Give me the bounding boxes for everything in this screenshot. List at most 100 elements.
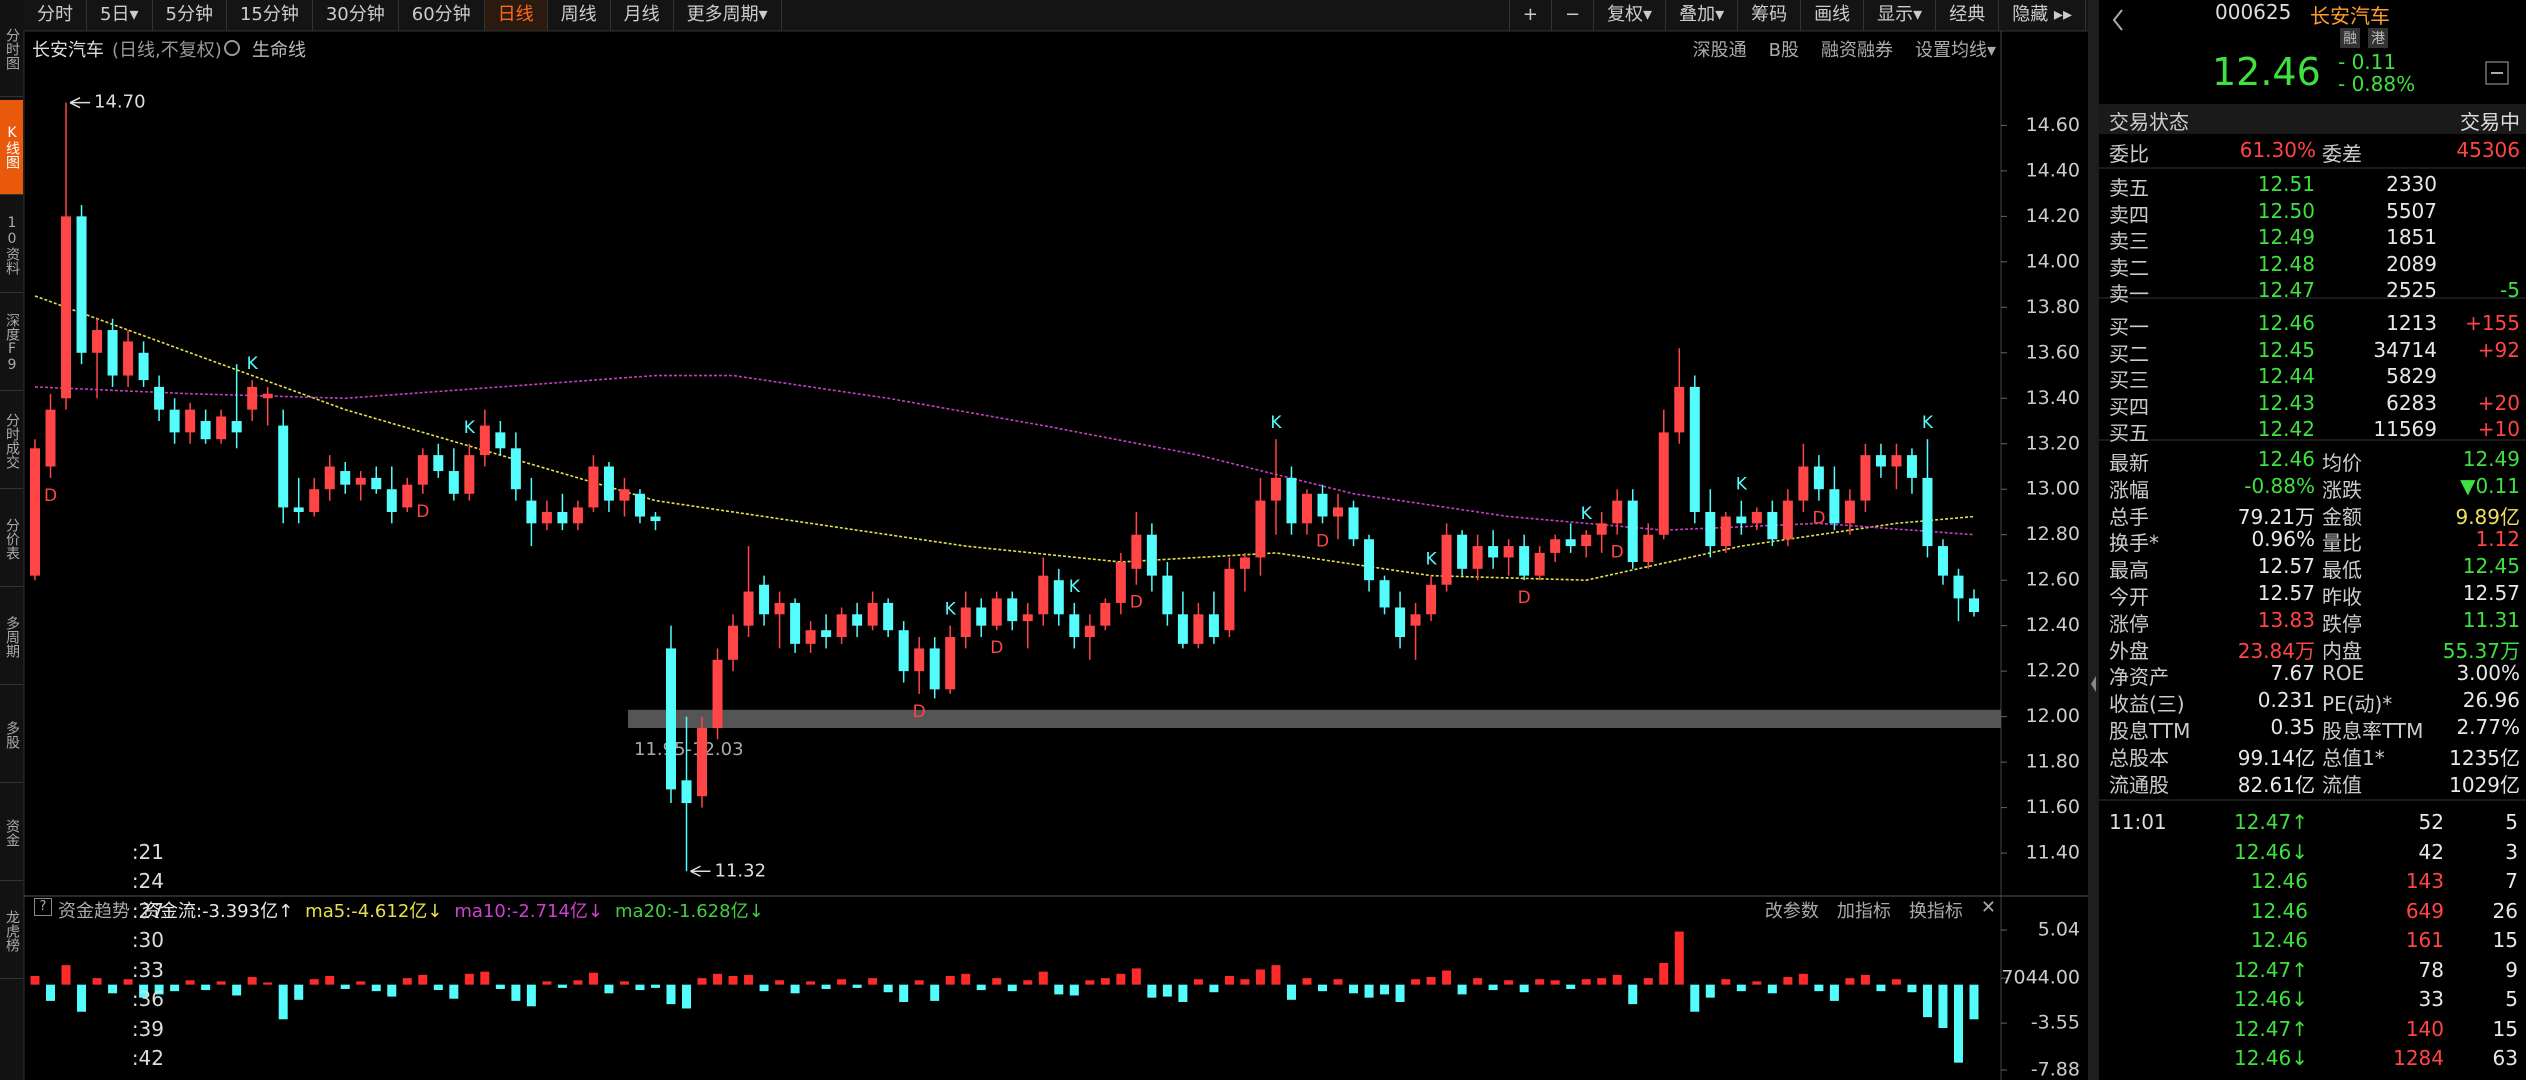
stat-label: 净资产 [2109, 665, 2169, 690]
tool-button[interactable]: + [1510, 0, 1552, 30]
support-band [628, 709, 2001, 728]
flow-bar [1147, 984, 1157, 998]
candle-body [433, 455, 444, 472]
annotation-arrow [69, 96, 91, 109]
trade-price: 12.47↑ [2233, 810, 2308, 834]
period-button[interactable]: 分时 [24, 0, 87, 30]
help-icon[interactable]: ? [34, 898, 52, 916]
period-button[interactable]: 日线 [484, 0, 548, 30]
tool-button[interactable]: 筹码 [1738, 0, 1802, 30]
sidebar-tab[interactable]: 分时图 [0, 2, 23, 97]
trade-count: 5 [2505, 810, 2518, 834]
tool-button[interactable]: 叠加▾ [1666, 0, 1739, 30]
flow-bar [325, 975, 335, 985]
book-price: 12.42 [2257, 417, 2315, 442]
stat-label: 流通股 [2109, 772, 2169, 797]
book-price: 12.46 [2257, 311, 2315, 335]
period-button[interactable]: 60分钟 [399, 0, 485, 30]
book-price: 12.48 [2257, 251, 2315, 276]
candle-body [1720, 516, 1731, 547]
tool-button[interactable]: − [1552, 0, 1595, 30]
trade-time: 11:01 [2109, 810, 2167, 834]
stat-label: 今开 [2109, 585, 2149, 609]
flow-bar [418, 974, 428, 985]
candle-body [340, 471, 351, 485]
sidebar-tab[interactable]: 10资料 [0, 198, 23, 293]
tool-button[interactable]: 隐藏 ▸▸ [1999, 0, 2086, 30]
y-tick-label: 12.80 [2026, 523, 2080, 545]
period-button[interactable]: 月线 [611, 0, 674, 30]
flow-bar [495, 984, 505, 989]
tool-button[interactable]: 经典 [1936, 0, 2000, 30]
sidebar-tab[interactable]: 深度F9 [0, 296, 23, 391]
period-button[interactable]: 30分钟 [313, 0, 399, 30]
status-bg [2099, 104, 2526, 134]
candle-body [495, 432, 506, 449]
flow-bar [1504, 980, 1514, 985]
stat-label: 均价 [2322, 451, 2362, 475]
flow-bar [294, 984, 304, 1000]
book-change: +10 [2477, 417, 2520, 442]
candle-body [914, 648, 925, 672]
flow-bar [278, 984, 288, 1020]
candle-body [1224, 568, 1235, 631]
indicator-button[interactable]: 改参数 [1764, 901, 1819, 922]
book-volume: 2089 [2386, 251, 2437, 276]
trade-count: 7 [2505, 869, 2518, 893]
book-level: 卖三 [2109, 229, 2149, 254]
signal-label: K [1581, 504, 1593, 524]
stat-value: 55.37万 [2442, 638, 2520, 663]
indicator-button[interactable]: 换指标 [1908, 901, 1963, 922]
flow-bar [1317, 984, 1327, 992]
candle-body [247, 386, 258, 410]
candle-body [1534, 552, 1545, 576]
signal-label: K [247, 354, 259, 374]
header-link[interactable]: 设置均线▾ [1914, 40, 1996, 61]
flow-bar [1240, 979, 1250, 985]
tool-button[interactable]: 复权▾ [1594, 0, 1667, 30]
sidebar-tab[interactable]: 分时成交 [0, 394, 23, 489]
header-link[interactable]: 深股通 [1692, 40, 1747, 61]
sidebar-tab[interactable]: 多周期 [0, 590, 23, 685]
tool-button[interactable]: 显示▾ [1864, 0, 1937, 30]
flow-bar [1845, 978, 1855, 985]
flow-bar [356, 981, 366, 985]
book-level: 买四 [2109, 394, 2149, 419]
book-level: 买五 [2109, 421, 2149, 446]
indicator-button[interactable]: 加指标 [1836, 901, 1891, 922]
stat-label: 总值1* [2322, 745, 2385, 770]
trade-count: 5 [2505, 987, 2518, 1011]
flow-bar [1519, 984, 1529, 993]
toolbar-left: 分时 5日▾ 5分钟 15分钟 30分钟 60分钟 日线 周线 月线 更多周期▾ [24, 0, 782, 31]
period-button[interactable]: 5分钟 [153, 0, 227, 30]
trade-price: 12.47↑ [2233, 1016, 2308, 1041]
tool-button[interactable]: 画线 [1801, 0, 1865, 30]
signal-label: D [1812, 509, 1825, 529]
sidebar-tab[interactable]: 资金 [0, 786, 23, 881]
flow-bar [914, 980, 924, 985]
sidebar-tab[interactable]: 多股 [0, 688, 23, 783]
sidebar-tab[interactable]: 分价表 [0, 492, 23, 587]
candle-body [1658, 432, 1669, 535]
y-tick-label: 11.60 [2026, 796, 2080, 818]
flow-bar [139, 984, 149, 998]
header-link[interactable]: 融资融券 [1820, 40, 1893, 61]
trade-count: 3 [2505, 839, 2518, 864]
candle-body [1550, 539, 1561, 553]
stat-value: 12.57 [2462, 581, 2520, 605]
flow-bar [340, 984, 350, 989]
sidebar-tab[interactable]: 龙虎榜 [0, 884, 23, 979]
flow-bar [759, 984, 769, 992]
period-button[interactable]: 5日▾ [87, 0, 153, 30]
period-button[interactable]: 15分钟 [227, 0, 313, 30]
sidebar-tab[interactable]: K线图 [0, 100, 23, 195]
period-button[interactable]: 周线 [548, 0, 611, 30]
period-button[interactable]: 更多周期▾ [674, 0, 782, 30]
candle-body [107, 330, 118, 376]
book-change: +92 [2477, 337, 2520, 362]
indicator-button[interactable]: ✕ [1980, 897, 1996, 918]
legend-item: ma5:-4.612亿↓ [305, 901, 443, 922]
lifeline-label[interactable]: 生命线 [252, 40, 306, 61]
flow-bar [1907, 984, 1917, 993]
header-link[interactable]: B股 [1768, 40, 1799, 61]
